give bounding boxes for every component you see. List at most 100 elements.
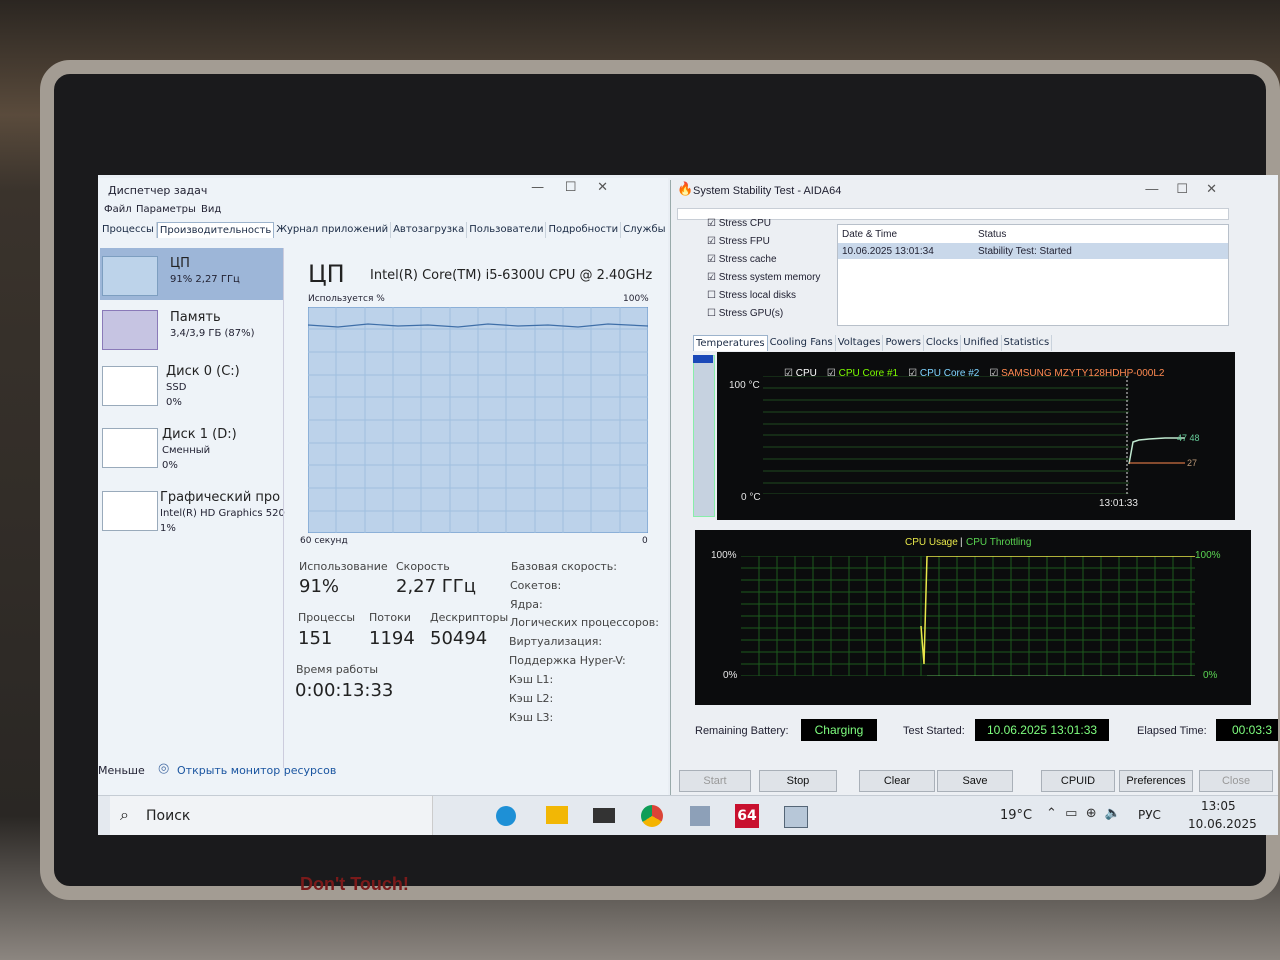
stress-option[interactable]: ☐ Stress GPU(s) — [707, 308, 783, 319]
detail-label: Ядра: — [510, 598, 543, 611]
detail-label: Поддержка Hyper-V: — [509, 654, 626, 667]
tab[interactable]: Voltages — [836, 335, 884, 351]
fewer-details[interactable]: Меньше — [98, 764, 145, 777]
checkbox[interactable]: ☐ — [707, 290, 716, 301]
stress-option[interactable]: ☑ Stress cache — [707, 254, 777, 265]
cpu-name: Intel(R) Core(TM) i5-6300U CPU @ 2.40GHz — [370, 268, 653, 283]
tab[interactable]: Подробности — [546, 222, 622, 238]
tab[interactable]: Temperatures — [693, 335, 768, 351]
aida-icon[interactable]: 64 — [735, 804, 759, 828]
tab-bar: Процессы Производительность Журнал прило… — [100, 222, 668, 238]
button[interactable]: Stop — [759, 770, 837, 792]
legend-item[interactable]: ☑ SAMSUNG MZYTY128HDHP-000L2 — [989, 368, 1165, 379]
sidebar-detail: Intel(R) HD Graphics 520 — [160, 508, 285, 519]
sidebar-name: Графический про — [160, 490, 281, 505]
sensor-list — [693, 355, 715, 517]
window-title: System Stability Test - AIDA64 — [693, 185, 842, 197]
disk-thumbnail — [102, 428, 158, 468]
menu-item[interactable]: Параметры — [136, 204, 196, 215]
checkbox[interactable]: ☑ — [707, 254, 716, 265]
graph-grid — [308, 307, 648, 533]
divider — [283, 248, 284, 768]
legend-item[interactable]: ☑ CPU Core #2 — [908, 368, 980, 379]
search-box[interactable] — [110, 796, 433, 835]
cpu-graph — [308, 307, 648, 533]
tab[interactable]: Unified — [961, 335, 1002, 351]
search-icon: ⌕ — [120, 805, 129, 824]
checkbox[interactable]: ☑ — [707, 236, 716, 247]
button[interactable]: Save — [937, 770, 1013, 792]
status-value: Charging — [801, 719, 877, 741]
taskmgr-icon[interactable] — [784, 806, 808, 828]
menu-item[interactable]: Вид — [201, 204, 222, 215]
checkbox[interactable]: ☑ — [707, 272, 716, 283]
detail-label: Виртуализация: — [509, 635, 603, 648]
edge-icon[interactable] — [496, 806, 516, 826]
stress-option[interactable]: ☑ Stress system memory — [707, 272, 820, 283]
stress-option[interactable]: ☑ Stress FPU — [707, 236, 770, 247]
legend-label: SAMSUNG MZYTY128HDHP-000L2 — [1001, 368, 1165, 379]
tab[interactable]: Cooling Fans — [768, 335, 836, 351]
monitor-icon: ◎ — [158, 761, 170, 776]
detail-label: Кэш L3: — [509, 711, 554, 724]
axis-label: 0% — [723, 670, 738, 681]
log-table: Date & Time Status 10.06.2025 13:01:34 S… — [837, 224, 1229, 326]
sidebar-detail: 1% — [160, 523, 176, 534]
status-value: 10.06.2025 13:01:33 — [975, 719, 1109, 741]
screen: Диспетчер задач — ☐ ✕ Файл Параметры Вид… — [98, 175, 1278, 835]
stress-option[interactable]: ☐ Stress local disks — [707, 290, 796, 301]
axis-label: 0 °C — [741, 492, 761, 503]
button[interactable]: CPUID — [1041, 770, 1115, 792]
tab[interactable]: Службы — [621, 222, 668, 238]
legend-item[interactable]: ☑ CPU — [784, 368, 817, 379]
tab[interactable]: Пользователи — [467, 222, 547, 238]
stress-label: Stress FPU — [718, 236, 770, 247]
checkbox[interactable]: ☑ — [707, 218, 716, 229]
usage-chart: CPU Usage | CPU Throttling 100% 0% 100% … — [695, 530, 1251, 705]
memory-thumbnail — [102, 310, 158, 350]
sidebar-name: Диск 1 (D:) — [162, 427, 237, 442]
sidebar-name: ЦП — [170, 256, 190, 271]
chrome-icon[interactable] — [641, 805, 663, 827]
button[interactable]: Clear — [859, 770, 935, 792]
core-temp-line — [1128, 437, 1185, 465]
stress-option[interactable]: ☑ Stress CPU — [707, 218, 771, 229]
legend-label: CPU — [795, 368, 817, 379]
tab[interactable]: Statistics — [1002, 335, 1053, 351]
button[interactable]: Start — [679, 770, 751, 792]
disk-thumbnail — [102, 366, 158, 406]
stat-value: 0:00:13:33 — [295, 680, 394, 701]
tab[interactable]: Процессы — [100, 222, 157, 238]
checkbox[interactable]: ☐ — [707, 308, 716, 319]
graph-end: 0 — [642, 536, 648, 546]
mail-icon[interactable] — [593, 808, 615, 823]
temperature-chart: ☑ CPU ☑ CPU Core #1 ☑ CPU Core #2 ☑ SAMS… — [717, 352, 1235, 520]
stat-value: 91% — [299, 576, 340, 597]
stat-value: 151 — [298, 628, 333, 649]
explorer-icon[interactable] — [546, 806, 568, 824]
graph-max: 100% — [623, 294, 649, 304]
stat-label: Время работы — [296, 663, 379, 676]
menu-item[interactable]: Файл — [104, 204, 132, 215]
legend-item[interactable]: ☑ CPU Core #1 — [826, 368, 899, 379]
stat-label: Скорость — [396, 560, 450, 573]
stress-label: Stress cache — [718, 254, 777, 265]
tab[interactable]: Powers — [883, 335, 924, 351]
resource-monitor-link[interactable]: Открыть монитор ресурсов — [177, 764, 337, 777]
button[interactable]: Close — [1199, 770, 1273, 792]
detail-label: Логических процессоров: — [510, 616, 659, 629]
stress-label: Stress CPU — [718, 218, 771, 229]
usage-grid — [741, 556, 1195, 676]
graph-label: Используется % — [308, 294, 385, 304]
grid-lines — [741, 556, 1195, 676]
log-header: Status — [978, 229, 1007, 240]
button[interactable]: Preferences — [1119, 770, 1193, 792]
usage-line — [308, 323, 648, 328]
tab[interactable]: Производительность — [156, 222, 275, 238]
tab[interactable]: Clocks — [924, 335, 962, 351]
tab[interactable]: Журнал приложений — [274, 222, 392, 238]
sidebar-detail: 0% — [162, 460, 178, 471]
tab[interactable]: Автозагрузка — [391, 222, 468, 238]
app-icon[interactable] — [690, 806, 710, 826]
